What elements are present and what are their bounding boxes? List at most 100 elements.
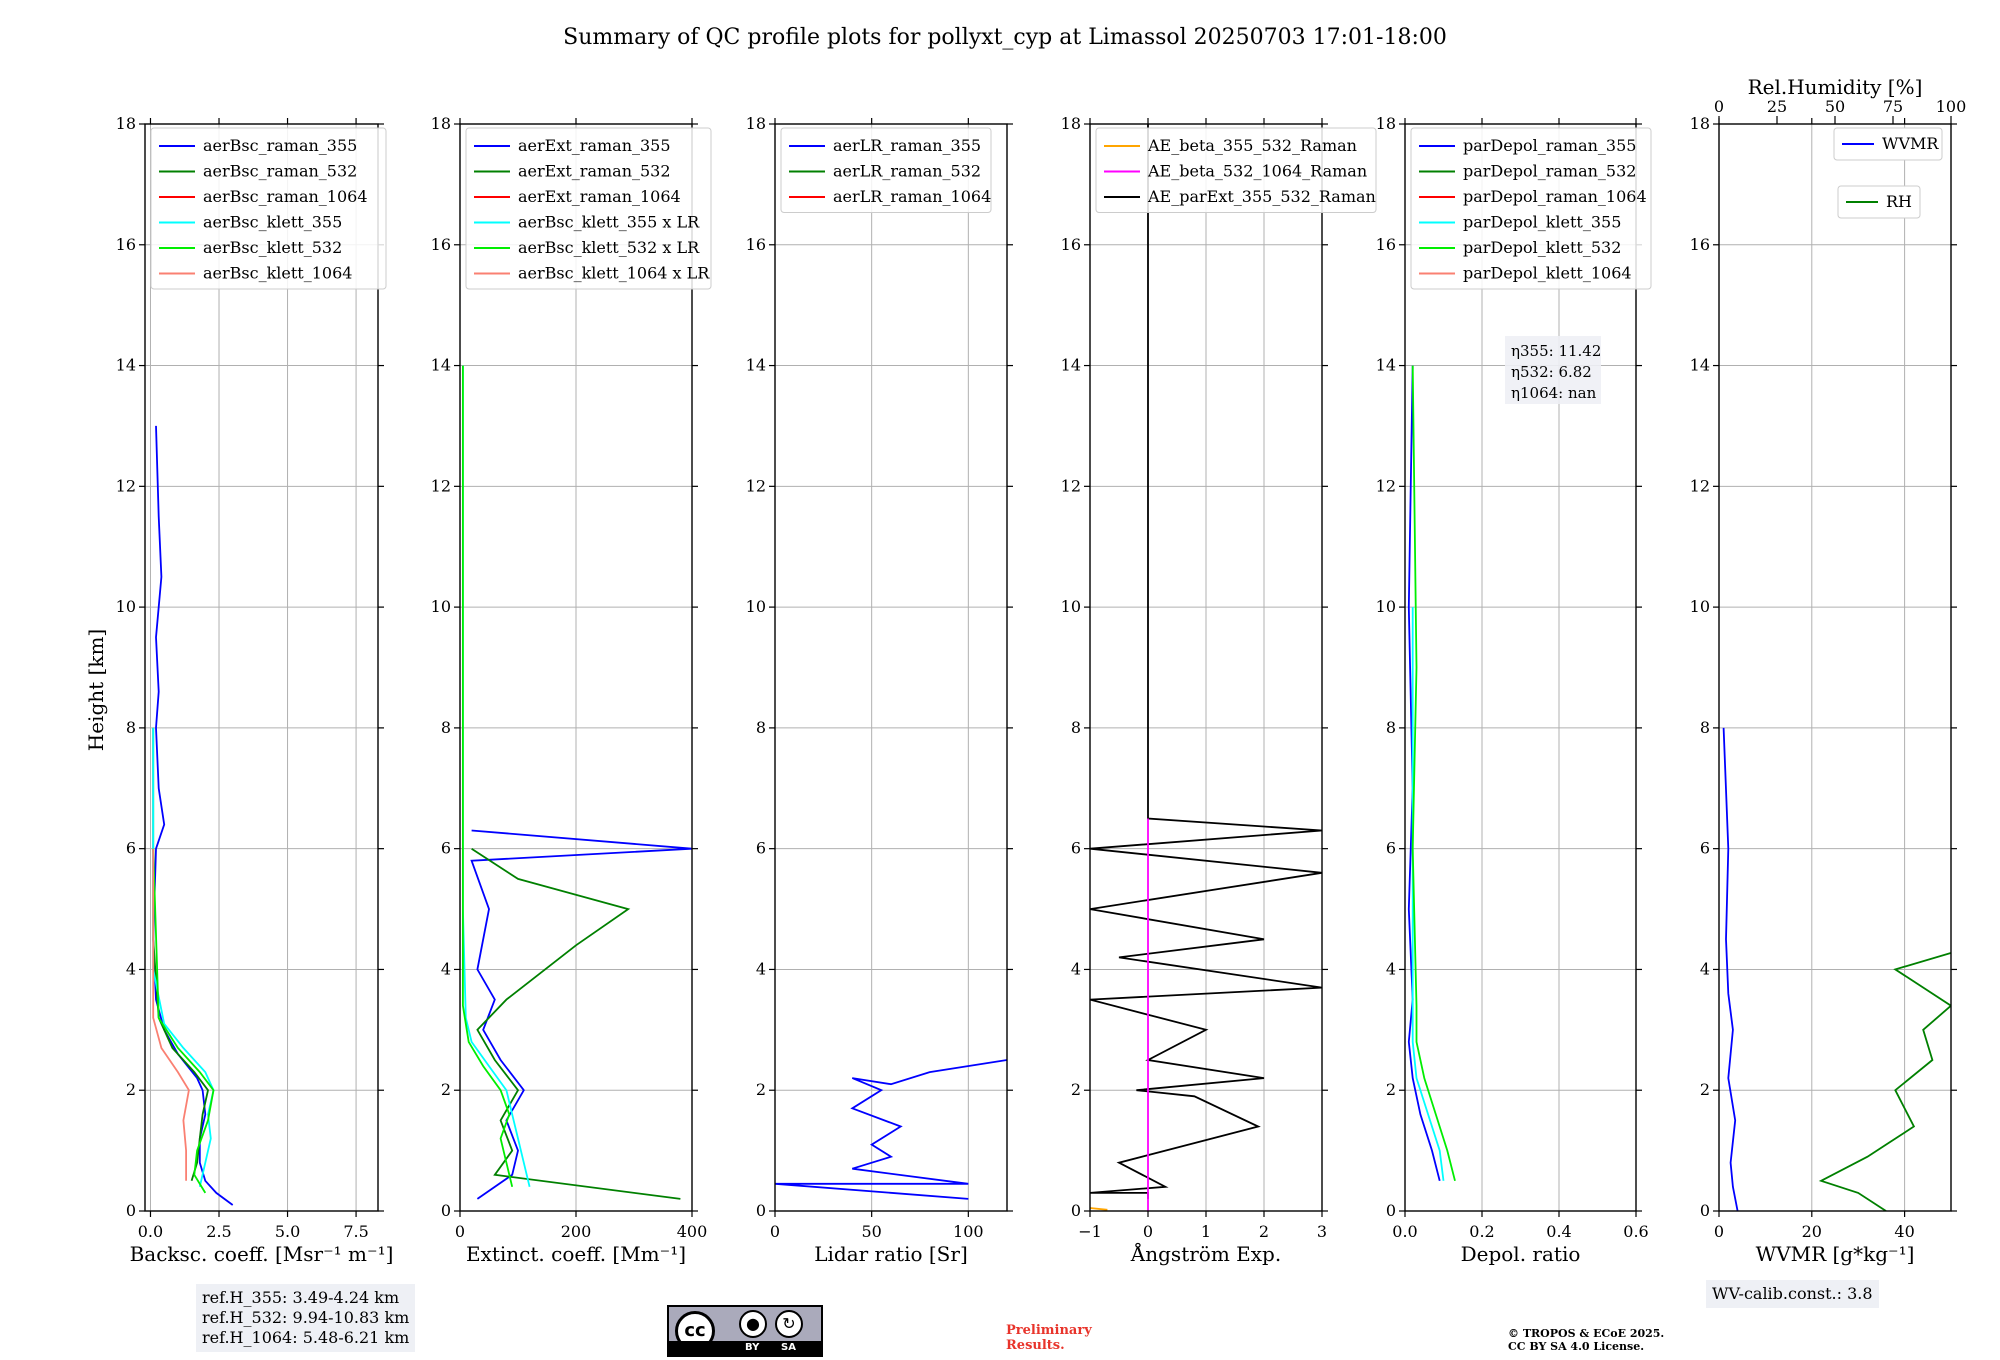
y-tick-label: 6: [756, 839, 766, 858]
y-tick-label: 8: [1071, 718, 1081, 737]
x-tick-label: 200: [561, 1222, 592, 1241]
series-line-aerBsc_klett_532 x LR: [461, 365, 514, 1188]
legend-box: [150, 127, 387, 290]
top-x-tick-label: 0: [1714, 97, 1724, 116]
series-line-aerLR_raman_355: [775, 1059, 1007, 1200]
series-line-parDepol_raman_355: [1407, 365, 1441, 1182]
legend-label-aerBsc_raman_532: aerBsc_raman_532: [203, 162, 357, 181]
legend-label-parDepol_klett_532: parDepol_klett_532: [1463, 238, 1621, 257]
legend-label-aerBsc_klett_355: aerBsc_klett_355: [203, 213, 342, 232]
legend-label-AE_beta_532_1064_Raman: AE_beta_532_1064_Raman: [1147, 162, 1367, 181]
y-tick-label: 14: [431, 356, 451, 375]
x-tick-label: 3: [1317, 1222, 1327, 1241]
x-tick-label: 0.4: [1546, 1222, 1571, 1241]
series-line-AE_beta_355_532_Raman: [1090, 1207, 1108, 1211]
figure-title: Summary of QC profile plots for pollyxt_…: [563, 25, 1447, 50]
eta-value: η1064: nan: [1511, 384, 1597, 402]
x-axis-label: Backsc. coeff. [Msr⁻¹ m⁻¹]: [130, 1242, 394, 1266]
y-tick-label: 16: [431, 235, 451, 254]
y-tick-label: 8: [126, 718, 136, 737]
preliminary-line-1: Preliminary: [1006, 1323, 1092, 1338]
x-tick-label: 50: [861, 1222, 881, 1241]
eta-annotation: η355: 11.42 η532: 6.82 η1064: nan: [1505, 336, 1601, 404]
y-tick-label: 18: [1690, 114, 1710, 133]
y-tick-label: 10: [116, 597, 136, 616]
y-tick-label: 12: [746, 476, 766, 495]
y-tick-label: 10: [1061, 597, 1081, 616]
x-tick-label: −1: [1078, 1222, 1102, 1241]
y-tick-label: 18: [116, 114, 136, 133]
copyright-line-2: CC BY SA 4.0 License.: [1508, 1340, 1645, 1353]
series-line-AE_parExt_355_532_Raman: [1090, 124, 1322, 1199]
y-tick-label: 16: [116, 235, 136, 254]
legend: aerExt_raman_355 aerExt_raman_532 aerExt_r…: [465, 127, 712, 290]
y-tick-label: 0: [441, 1201, 451, 1220]
legend-WVMR: WVMR: [1833, 127, 1943, 161]
y-tick-label: 2: [1700, 1080, 1710, 1099]
series-line-aerBsc_klett_532: [152, 848, 215, 1194]
y-tick-label: 0: [1386, 1201, 1396, 1220]
x-tick-label: 2.5: [206, 1222, 231, 1241]
top-x-tick-label: 75: [1883, 97, 1903, 116]
y-tick-label: 12: [116, 476, 136, 495]
x-axis-label: WVMR [g*kg⁻¹]: [1756, 1242, 1915, 1266]
y-tick-label: 12: [1376, 476, 1396, 495]
wv-calibration-constant: WV-calib.const.: 3.8: [1712, 1284, 1873, 1303]
legend-box: [1095, 127, 1377, 213]
y-tick-label: 10: [431, 597, 451, 616]
axes-frame: [144, 123, 379, 1212]
y-tick-label: 12: [1690, 476, 1710, 495]
x-tick-label: 0: [770, 1222, 780, 1241]
by-icon: ●: [739, 1310, 767, 1338]
legend-label-aerBsc_raman_355: aerBsc_raman_355: [203, 136, 357, 155]
y-tick-label: 4: [756, 959, 766, 978]
copyright-line-1: © TROPOS & ECoE 2025.: [1508, 1327, 1665, 1340]
legend-label-aerBsc_raman_1064: aerBsc_raman_1064: [203, 187, 368, 206]
legend-label-aerLR_raman_1064: aerLR_raman_1064: [833, 187, 991, 206]
legend-label-parDepol_klett_1064: parDepol_klett_1064: [1463, 264, 1632, 283]
cc-license-badge: cc ● ↻ BY SA: [667, 1305, 823, 1357]
legend-label-aerExt_raman_1064: aerExt_raman_1064: [518, 187, 681, 206]
y-tick-label: 6: [441, 839, 451, 858]
x-axis-label: Extinct. coeff. [Mm⁻¹]: [466, 1242, 686, 1266]
y-tick-label: 6: [1071, 839, 1081, 858]
y-tick-label: 0: [1700, 1201, 1710, 1220]
y-tick-label: 8: [441, 718, 451, 737]
y-tick-label: 14: [1061, 356, 1081, 375]
x-tick-label: 100: [953, 1222, 984, 1241]
x-tick-label: 20: [1802, 1222, 1822, 1241]
legend: parDepol_raman_355 parDepol_raman_532 parD…: [1410, 127, 1652, 290]
x-tick-label: 0: [1714, 1222, 1724, 1241]
legend-box: [1837, 185, 1921, 219]
y-tick-label: 16: [1690, 235, 1710, 254]
x-tick-label: 2: [1259, 1222, 1269, 1241]
preliminary-note: Preliminary Results.: [1006, 1323, 1092, 1353]
legend: aerBsc_raman_355 aerBsc_raman_532 aerBsc_r…: [150, 127, 387, 290]
legend-box: [780, 127, 992, 213]
y-tick-label: 16: [1061, 235, 1081, 254]
license-sa-label: SA: [781, 1342, 796, 1353]
series-line-aerBsc_raman_532: [152, 727, 209, 1182]
y-tick-label: 2: [1071, 1080, 1081, 1099]
axes-frame: [1718, 123, 1952, 1212]
series-line-aerBsc_raman_355: [152, 425, 234, 1206]
y-tick-label: 6: [126, 839, 136, 858]
axes-frame: [1404, 123, 1637, 1212]
y-tick-label: 10: [746, 597, 766, 616]
y-tick-label: 2: [441, 1080, 451, 1099]
x-tick-label: 5.0: [275, 1222, 300, 1241]
y-tick-label: 10: [1690, 597, 1710, 616]
legend-label: WVMR: [1882, 134, 1939, 153]
y-tick-label: 4: [1386, 959, 1396, 978]
y-tick-label: 0: [126, 1201, 136, 1220]
legend-label-aerBsc_klett_355 x LR: aerBsc_klett_355 x LR: [518, 213, 700, 232]
y-tick-label: 14: [1690, 356, 1710, 375]
legend-label-aerExt_raman_355: aerExt_raman_355: [518, 136, 671, 155]
y-tick-label: 0: [756, 1201, 766, 1220]
y-tick-label: 18: [746, 114, 766, 133]
y-tick-label: 14: [1376, 356, 1396, 375]
license-by-label: BY: [745, 1342, 760, 1353]
